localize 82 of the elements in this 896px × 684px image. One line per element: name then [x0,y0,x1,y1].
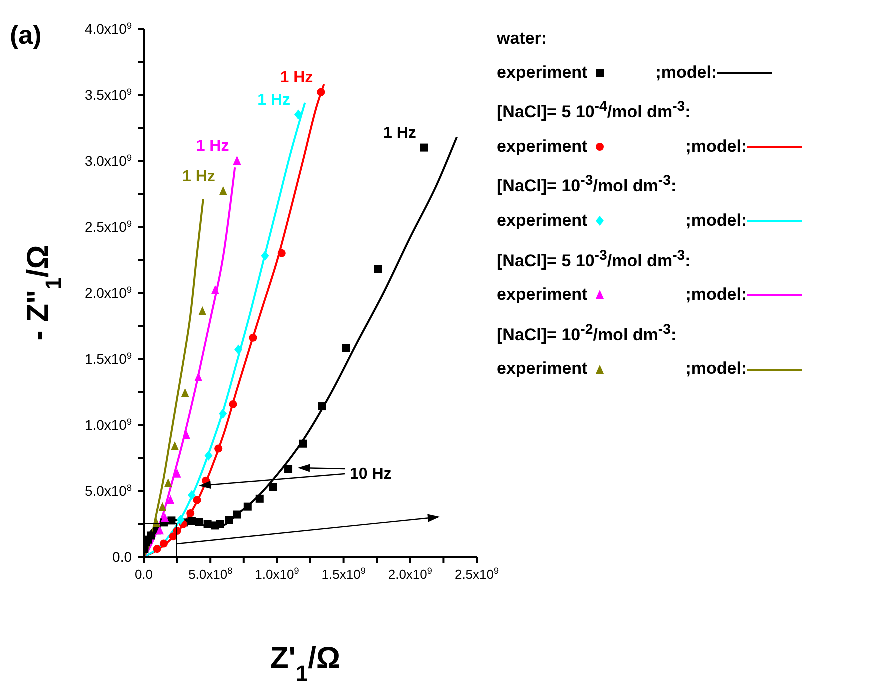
annotation: 1 Hz [196,138,230,155]
x-axis-title: Z'$_{1}$/Ω [270,642,341,684]
point [219,408,228,419]
point [164,478,172,488]
x-tick-label: 1.0x10$^{9}$ [255,566,300,582]
point [171,442,180,451]
x-tick-label: 2.5x10$^{9}$ [454,566,500,582]
legend-label: experiment [497,136,588,158]
point [256,494,264,503]
point [186,509,195,518]
point [261,251,270,262]
annotation: 1 Hz [182,168,216,186]
point [233,156,242,165]
point [181,388,190,398]
point [233,510,242,519]
legend-label: ;model: [686,210,748,232]
point [249,334,258,342]
point [195,518,204,526]
point [204,450,213,461]
point [182,430,191,440]
y-tick-label: 0.0 [112,549,132,565]
point [147,532,156,540]
legend-label: experiment [497,210,588,232]
x-tick-label: 0.0 [134,567,154,582]
point [317,88,326,96]
x-tick-label: 1.5x10$^{9}$ [322,566,366,582]
legend-label: ;model: [686,358,748,380]
point [229,400,238,409]
y-tick-label: 2.5x10$^{9}$ [84,219,132,235]
legend-label: experiment [497,284,588,306]
text: water: [497,28,548,50]
y-tick-label: 1.0x10$^{9}$ [84,417,132,433]
point [156,526,164,535]
point [214,444,223,453]
y-tick-label: 2.0x10$^{9}$ [84,285,132,301]
point [284,465,293,474]
point [294,110,303,120]
y-tick-label: 3.0x10$^{9}$ [84,153,132,169]
legend-label: ;model: [686,284,748,306]
point [244,502,252,511]
legend-label: experiment [497,62,588,84]
point [161,513,170,522]
text: [NaCl]= 10$^{-2}$/mol dm$^{-3}$: [497,320,678,346]
text: [NaCl]= 10$^{-3}$/mol dm$^{-3}$: [497,172,678,198]
point [299,440,308,448]
y-tick-label: 1.5x10$^{9}$ [84,351,132,367]
point [211,285,220,294]
point [153,545,162,554]
y-tick-label: 4.0x10$^{9}$ [84,21,132,37]
y-tick-label: 5.0x10$^{8}$ [84,483,132,499]
legend-label: experiment [497,358,588,380]
point [318,402,326,411]
point [176,515,185,526]
annotation: 10 Hz [350,466,392,483]
point [420,144,428,152]
annotation: 1 Hz [383,124,416,142]
legend-label: ;model: [686,136,748,158]
legend-label: ;model: [656,62,718,84]
point [234,344,243,355]
annotation: 1 Hz [258,92,291,109]
point [158,502,167,512]
point [193,496,202,504]
point [160,540,168,548]
line-series [144,166,236,557]
line-series [144,198,204,557]
chart-title: (a) [10,20,42,50]
point [166,495,175,504]
point [342,344,350,352]
text: [NaCl]= 5 10$^{-3}$/mol dm$^{-3}$: [497,246,692,272]
point [219,186,228,196]
text: [NaCl]= 5 10$^{-4}$/mol dm$^{-3}$: [497,98,692,124]
x-tick-label: 2.0x10$^{9}$ [388,566,432,582]
point [374,265,382,274]
y-tick-label: 3.5x10$^{9}$ [84,87,132,103]
point [225,516,234,524]
x-tick-label: 5.0x10$^{8}$ [188,566,233,582]
point [216,520,224,528]
point [198,306,207,316]
point [269,483,278,492]
point [278,249,286,258]
point [188,490,196,500]
annotation: 1 Hz [280,69,314,86]
